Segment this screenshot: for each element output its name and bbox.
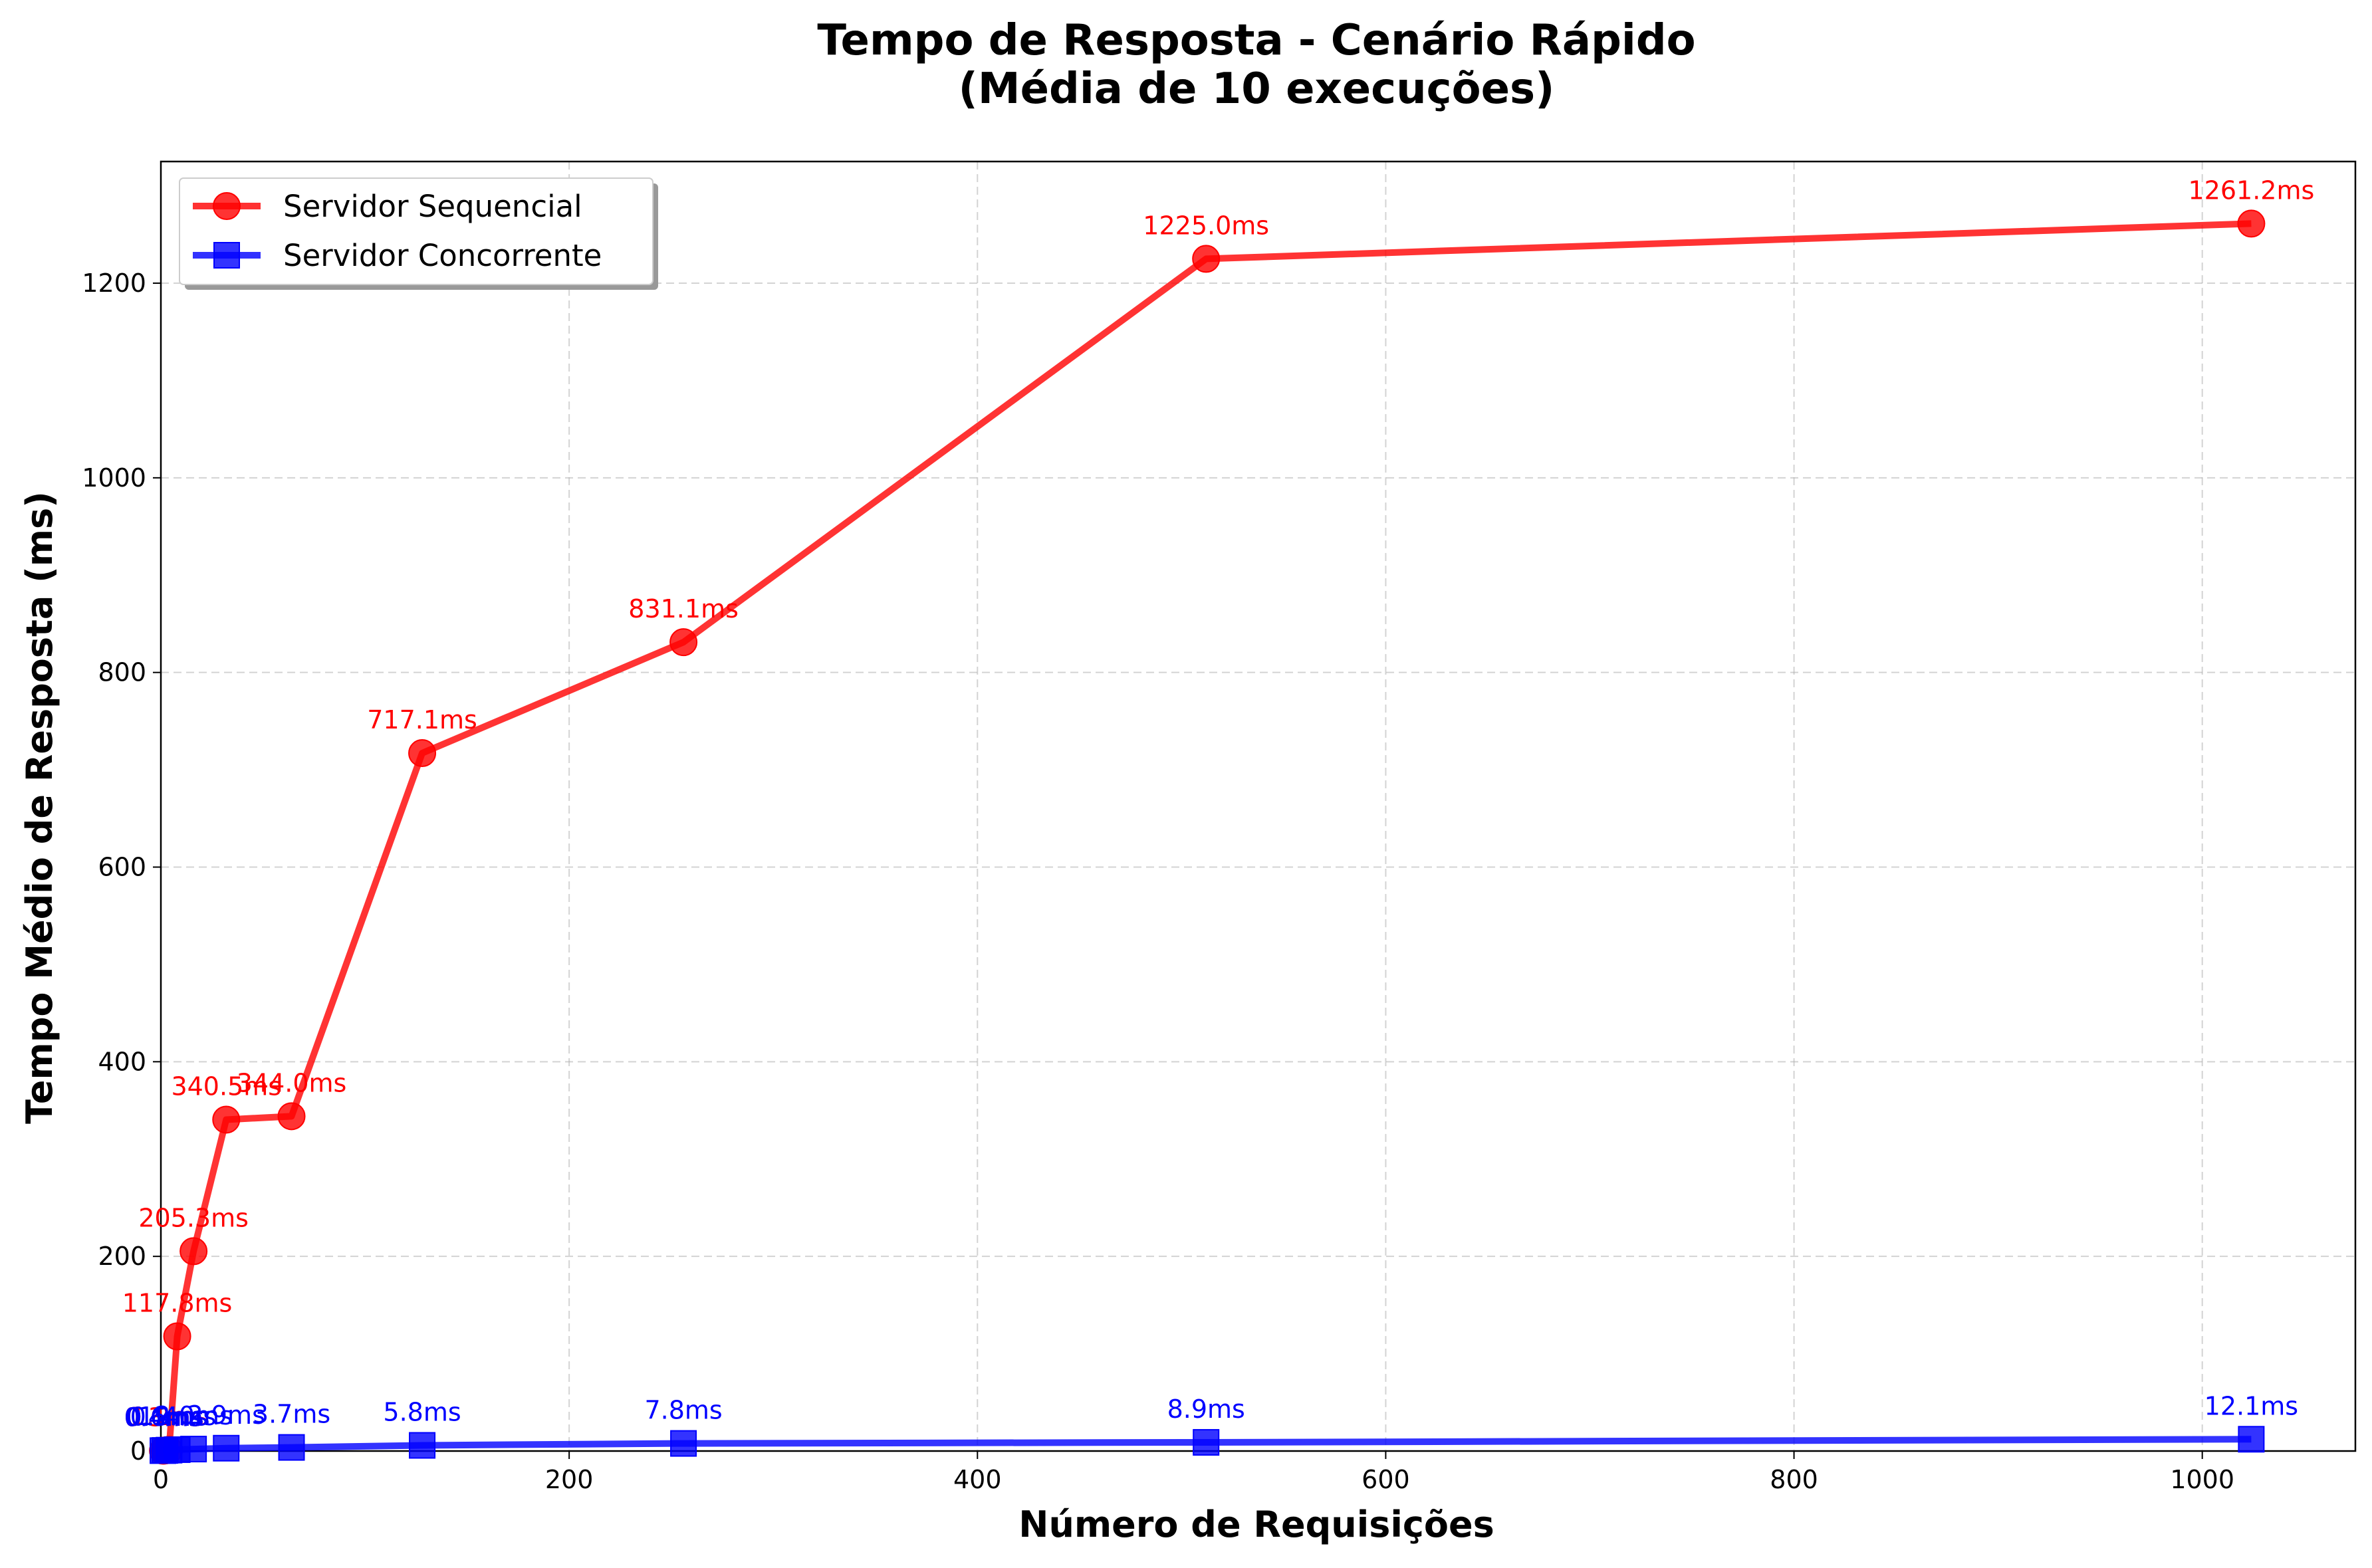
data-point — [179, 1237, 208, 1266]
data-label: 0.3ms — [124, 1403, 201, 1432]
x-axis-label: Número de Requisições — [1018, 1504, 1494, 1545]
data-label: 1261.2ms — [2189, 175, 2315, 205]
plot-frame — [160, 160, 2357, 1452]
data-label: 1.2ms — [130, 1402, 208, 1431]
data-label: 3.7ms — [253, 1400, 330, 1429]
data-point — [212, 1105, 241, 1134]
legend-label: Servidor Sequencial — [283, 189, 582, 224]
x-tick-label: 400 — [953, 1465, 1002, 1494]
y-tick-label: 1200 — [82, 269, 146, 298]
y-tick-label: 800 — [98, 658, 146, 687]
data-label: 344.0ms — [237, 1068, 347, 1097]
legend: Servidor Sequencial Servidor Concorrente — [179, 177, 658, 290]
chart-subtitle: (Média de 10 execuções) — [959, 64, 1555, 114]
data-label: 0.9ms — [130, 1402, 208, 1432]
data-point — [2237, 209, 2266, 238]
data-point — [1192, 245, 1221, 273]
x-tick-label: 200 — [545, 1465, 594, 1494]
legend-marker — [213, 242, 240, 269]
data-label: 7.8ms — [644, 1396, 722, 1425]
data-point — [277, 1102, 306, 1131]
y-tick-label: 1000 — [82, 463, 146, 493]
data-point — [2238, 1426, 2265, 1453]
data-label: 117.8ms — [122, 1289, 233, 1318]
legend-box — [179, 177, 653, 285]
data-point — [670, 1430, 697, 1457]
legend-marker — [213, 192, 241, 220]
x-tick-label: 0 — [153, 1465, 169, 1494]
data-label: 717.1ms — [367, 705, 477, 734]
series-line — [162, 220, 2252, 1454]
legend-label: Servidor Concorrente — [283, 238, 602, 273]
data-point — [278, 1434, 305, 1461]
data-label: 2.0ms — [155, 1401, 233, 1430]
y-tick-label: 400 — [98, 1047, 146, 1076]
data-label: 205.3ms — [138, 1203, 249, 1232]
y-axis-label: Tempo Médio de Resposta (ms) — [19, 491, 60, 1124]
data-point — [408, 739, 437, 768]
y-tick-label: 200 — [98, 1242, 146, 1271]
data-label: 1225.0ms — [1143, 211, 1269, 240]
y-tick-label: 600 — [98, 853, 146, 882]
data-point — [409, 1432, 436, 1459]
data-label: 1.4ms — [138, 1402, 216, 1431]
chart-title: Tempo de Resposta - Cenário Rápido — [817, 16, 1695, 65]
data-point — [163, 1322, 191, 1351]
axes: 0 200 400 600 800 1000 0 200 400 600 800 1000 1200 — [82, 160, 2357, 1494]
data-label: 12.1ms — [2204, 1391, 2298, 1420]
data-point — [213, 1434, 240, 1462]
x-tick-label: 600 — [1362, 1465, 1410, 1494]
data-label: 0.6ms — [126, 1402, 204, 1432]
grid — [160, 162, 2355, 1452]
data-point — [669, 628, 698, 657]
data-label: 0.4ms — [124, 1402, 201, 1432]
data-label: 8.9ms — [1167, 1395, 1245, 1424]
data-point — [180, 1436, 207, 1463]
data-label: 2.9ms — [187, 1400, 265, 1430]
x-tick-label: 1000 — [2170, 1465, 2234, 1494]
y-tick-label: 0 — [130, 1436, 146, 1466]
data-point — [1193, 1428, 1220, 1456]
x-tick-label: 800 — [1770, 1465, 1818, 1494]
data-label: 5.8ms — [383, 1398, 461, 1427]
data-label: 831.1ms — [628, 594, 739, 623]
data-label: 0.6ms — [126, 1402, 204, 1432]
data-label: 340.5ms — [171, 1071, 281, 1101]
series-group — [149, 209, 2266, 1465]
